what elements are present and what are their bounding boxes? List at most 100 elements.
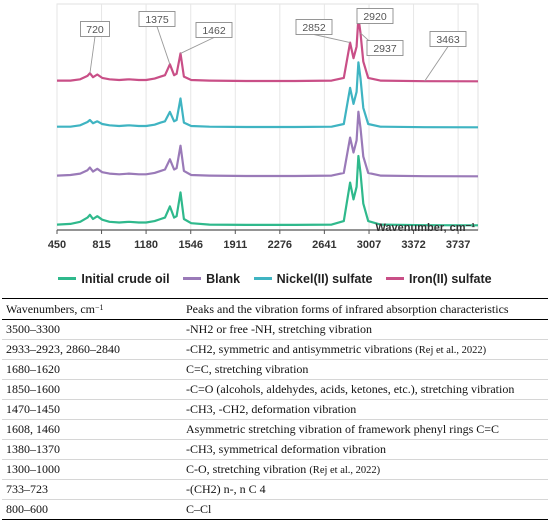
description-text: Asymmetric stretching vibration of frame… [186, 422, 500, 436]
cell-wavenumbers: 1680–1620 [2, 359, 182, 380]
cell-wavenumbers: 2933–2923, 2860–2840 [2, 339, 182, 360]
x-tick-label: 3372 [401, 239, 425, 251]
description-text: -CH2, symmetric and antisymmetric vibrat… [186, 342, 416, 356]
description-text: -CH3, -CH2, deformation vibration [186, 402, 357, 416]
callout-box [138, 11, 176, 27]
table-header-row: Wavenumbers, cm−1 Peaks and the vibratio… [2, 298, 548, 320]
cell-wavenumbers: 1300–1000 [2, 459, 182, 480]
x-tick-label: 1546 [179, 239, 203, 251]
plot-area-frame [56, 3, 479, 231]
cell-wavenumbers: 1470–1450 [2, 399, 182, 420]
callout-box [295, 19, 333, 35]
legend-item-iron-sulfate: Iron(II) sulfate [385, 272, 492, 286]
peak-callout-2852: 2852 [295, 19, 351, 43]
table-row: 3500–3300 -NH2 or free -NH, stretching vi… [2, 319, 548, 340]
callout-label: 1375 [145, 14, 169, 26]
chart-legend: Initial crude oil Blank Nickel(II) sulfa… [0, 272, 550, 286]
legend-label: Blank [206, 272, 241, 286]
cell-wavenumbers: 1850–1600 [2, 379, 182, 400]
peak-annotations: 720 1375 1462 2852 2920 2937 3463 [80, 8, 467, 82]
callout-leader [180, 37, 215, 54]
legend-swatch [253, 277, 272, 281]
callout-label: 1462 [202, 25, 226, 37]
legend-label: Iron(II) sulfate [408, 272, 492, 286]
callout-leader [89, 36, 96, 74]
cell-description: -(CH2) n-, n C 4 [182, 479, 548, 500]
legend-label: Nickel(II) sulfate [276, 272, 373, 286]
citation: (Rej et al., 2022) [415, 345, 487, 356]
legend-swatch [58, 277, 77, 281]
description-text: -NH2 or free -NH, stretching vibration [186, 322, 372, 336]
callout-leader [313, 34, 351, 43]
description-text: -CH3, symmetrical deformation vibration [186, 442, 386, 456]
callout-label: 2937 [373, 43, 397, 55]
legend-item-blank: Blank [183, 272, 240, 286]
header-wavenumbers-text: Wavenumbers, cm [6, 301, 96, 316]
callout-leader [424, 46, 449, 82]
x-tick-label: 2641 [312, 239, 336, 251]
cell-description: -CH2, symmetric and antisymmetric vibrat… [182, 339, 548, 360]
peak-callout-2920: 2920 [356, 8, 394, 24]
callout-box [429, 31, 467, 47]
callout-leader [156, 26, 171, 65]
x-tick-label: 3007 [357, 239, 381, 251]
cell-description: -NH2 or free -NH, stretching vibration [182, 319, 548, 340]
description-text: C–Cl [186, 502, 212, 516]
callout-label: 2852 [302, 22, 326, 34]
callout-label: 2920 [363, 11, 387, 23]
series-line-iron-ii-sulfate [57, 16, 479, 83]
peak-callout-2937: 2937 [360, 32, 404, 56]
x-axis: 450 815 1180 1546 1911 2276 2641 3007 3372 3737 [48, 229, 478, 251]
legend-label: Initial crude oil [81, 272, 170, 286]
callout-box [366, 40, 404, 56]
legend-swatch [183, 277, 202, 281]
table-row: 1380–1370 -CH3, symmetrical deformation v… [2, 439, 548, 460]
x-tick-label: 450 [48, 239, 66, 251]
table-row: 800–600 C–Cl [2, 499, 548, 520]
cell-wavenumbers: 800–600 [2, 499, 182, 520]
cell-wavenumbers: 1608, 1460 [2, 419, 182, 440]
cell-description: -CH3, symmetrical deformation vibration [182, 439, 548, 460]
callout-label: 3463 [436, 34, 460, 46]
citation: (Rej et al., 2022) [309, 465, 381, 476]
header-unit-superscript: −1 [95, 302, 104, 312]
legend-item-nickel-sulfate: Nickel(II) sulfate [253, 272, 373, 286]
cell-description: Asymmetric stretching vibration of frame… [182, 419, 548, 440]
table-row: 1470–1450 -CH3, -CH2, deformation vibrati… [2, 399, 548, 420]
series-line-initial-crude-oil [56, 154, 479, 227]
x-tick-label: 1180 [134, 239, 158, 251]
table-row: 1300–1000 C-O, stretching vibration (Rej … [2, 459, 548, 480]
table-row: 1608, 1460 Asymmetric stretching vibratio… [2, 419, 548, 440]
callout-box [80, 21, 110, 37]
description-text: C=C, stretching vibration [186, 362, 309, 376]
table-row: 2933–2923, 2860–2840 -CH2, symmetric and … [2, 339, 548, 360]
series-line-blank [56, 110, 479, 178]
peak-callout-1375: 1375 [138, 11, 176, 65]
table-row: 1680–1620 C=C, stretching vibration [2, 359, 548, 380]
table-row: 733–723 -(CH2) n-, n C 4 [2, 479, 548, 500]
description-text: C-O, stretching vibration [186, 462, 310, 476]
cell-description: C–Cl [182, 499, 548, 520]
series-line-nickel-ii-sulfate [57, 61, 479, 129]
ir-spectra-chart: 720 1375 1462 2852 2920 2937 3463 450 815 1180 15… [48, 3, 479, 251]
x-tick-label: 3737 [446, 239, 470, 251]
peak-callout-1462: 1462 [180, 22, 233, 54]
callout-box [356, 8, 394, 24]
description-text: -C=O (alcohols, aldehydes, acids, ketone… [186, 382, 515, 396]
cell-wavenumbers: 733–723 [2, 479, 182, 500]
x-tick-label: 1911 [223, 239, 247, 251]
ir-absorption-table: Wavenumbers, cm−1 Peaks and the vibratio… [2, 298, 548, 520]
callout-box [195, 22, 233, 38]
cell-description: C=C, stretching vibration [182, 359, 548, 380]
table-row: 1850–1600 -C=O (alcohols, aldehydes, acid… [2, 379, 548, 400]
x-tick-label: 815 [92, 239, 110, 251]
spectra-series [56, 16, 479, 227]
peak-callout-720: 720 [80, 21, 110, 74]
cell-description: C-O, stretching vibration (Rej et al., 2… [182, 459, 548, 480]
cell-description: -CH3, -CH2, deformation vibration [182, 399, 548, 420]
grid-lines [56, 3, 479, 231]
cell-description: -C=O (alcohols, aldehydes, acids, ketone… [182, 379, 548, 400]
cell-wavenumbers: 1380–1370 [2, 439, 182, 460]
cell-wavenumbers: 3500–3300 [2, 319, 182, 340]
legend-swatch [385, 277, 404, 281]
